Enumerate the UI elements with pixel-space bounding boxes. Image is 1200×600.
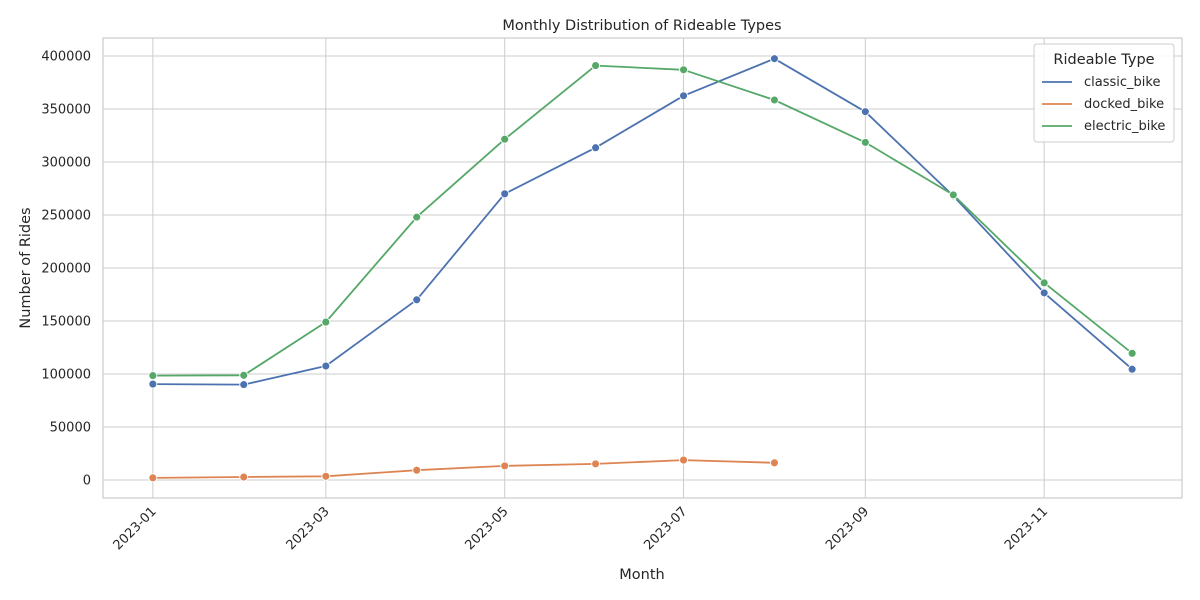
data-point — [679, 455, 688, 465]
data-point — [500, 189, 510, 199]
series-line — [152, 57, 1133, 386]
legend-label: classic_bike — [1084, 75, 1160, 90]
data-point — [148, 371, 158, 381]
data-point — [148, 473, 158, 483]
legend-label: electric_bike — [1084, 119, 1165, 134]
legend: Rideable Type classic_bike docked_bikeele… — [1033, 43, 1175, 143]
data-point — [148, 379, 158, 389]
legend-item-docked-bike: docked_bike — [1042, 97, 1164, 112]
series-lines — [148, 54, 1137, 483]
series-docked-bike — [148, 455, 779, 483]
data-point — [412, 465, 422, 475]
series-classic-bike — [148, 54, 1137, 390]
series-electric-bike — [148, 61, 1137, 381]
data-point — [591, 143, 601, 153]
y-axis-label: Number of Rides — [18, 207, 34, 328]
legend-items: classic_bike docked_bike electric_bike — [1042, 75, 1165, 134]
y-tick-label: 100000 — [41, 367, 91, 382]
legend-frame — [1033, 43, 1175, 143]
x-tick-label: 2023-11 — [1002, 504, 1051, 553]
data-point — [239, 472, 249, 482]
legend-title: Rideable Type — [1053, 52, 1154, 68]
y-axis-ticks: 0 50000 100000 150000 200000 250000 300000 3500… — [41, 50, 91, 489]
data-point — [239, 370, 249, 380]
y-tick-label: 50000 — [50, 420, 91, 435]
data-point — [860, 137, 870, 147]
data-point — [591, 61, 601, 71]
chart-title: Monthly Distribution of Rideable Types — [502, 18, 781, 34]
x-axis-label: Month — [619, 567, 664, 583]
data-point — [321, 317, 331, 327]
data-point — [769, 95, 779, 105]
data-point — [1039, 278, 1049, 288]
data-point — [591, 459, 601, 469]
y-tick-label: 250000 — [41, 209, 91, 224]
x-tick-label: 2023-01 — [111, 504, 160, 553]
data-point — [1039, 288, 1049, 298]
y-tick-label: 200000 — [41, 262, 91, 277]
x-axis-ticks: 2023-01 2023-03 2023-05 2023-07 2023-09 2023-… — [111, 504, 1051, 553]
data-point — [679, 65, 688, 75]
legend-label: docked_bike — [1084, 97, 1164, 112]
x-tick-label: 2023-05 — [462, 504, 511, 553]
data-point — [860, 107, 870, 117]
data-point — [1127, 348, 1137, 358]
x-tick-label: 2023-03 — [284, 504, 333, 553]
data-point — [412, 212, 422, 222]
x-tick-label: 2023-09 — [823, 504, 872, 553]
data-point — [769, 54, 779, 64]
data-point — [769, 458, 779, 468]
x-tick-label: 2023-07 — [641, 504, 690, 553]
legend-item-classic-bike: classic_bike — [1042, 75, 1160, 90]
data-point — [321, 471, 331, 481]
data-point — [321, 361, 331, 371]
y-tick-label: 0 — [83, 473, 91, 488]
legend-item-electric-bike: electric_bike — [1042, 119, 1165, 134]
data-point — [412, 295, 422, 305]
data-point — [500, 461, 510, 471]
data-point — [948, 190, 958, 200]
data-point — [239, 380, 249, 390]
series-line — [152, 64, 1133, 377]
y-tick-label: 150000 — [41, 314, 91, 329]
data-point — [679, 91, 688, 101]
y-tick-label: 400000 — [41, 50, 91, 65]
data-point — [1127, 364, 1137, 374]
series-line — [152, 459, 775, 479]
y-tick-label: 350000 — [41, 103, 91, 118]
y-tick-label: 300000 — [41, 156, 91, 171]
data-point — [500, 134, 510, 144]
